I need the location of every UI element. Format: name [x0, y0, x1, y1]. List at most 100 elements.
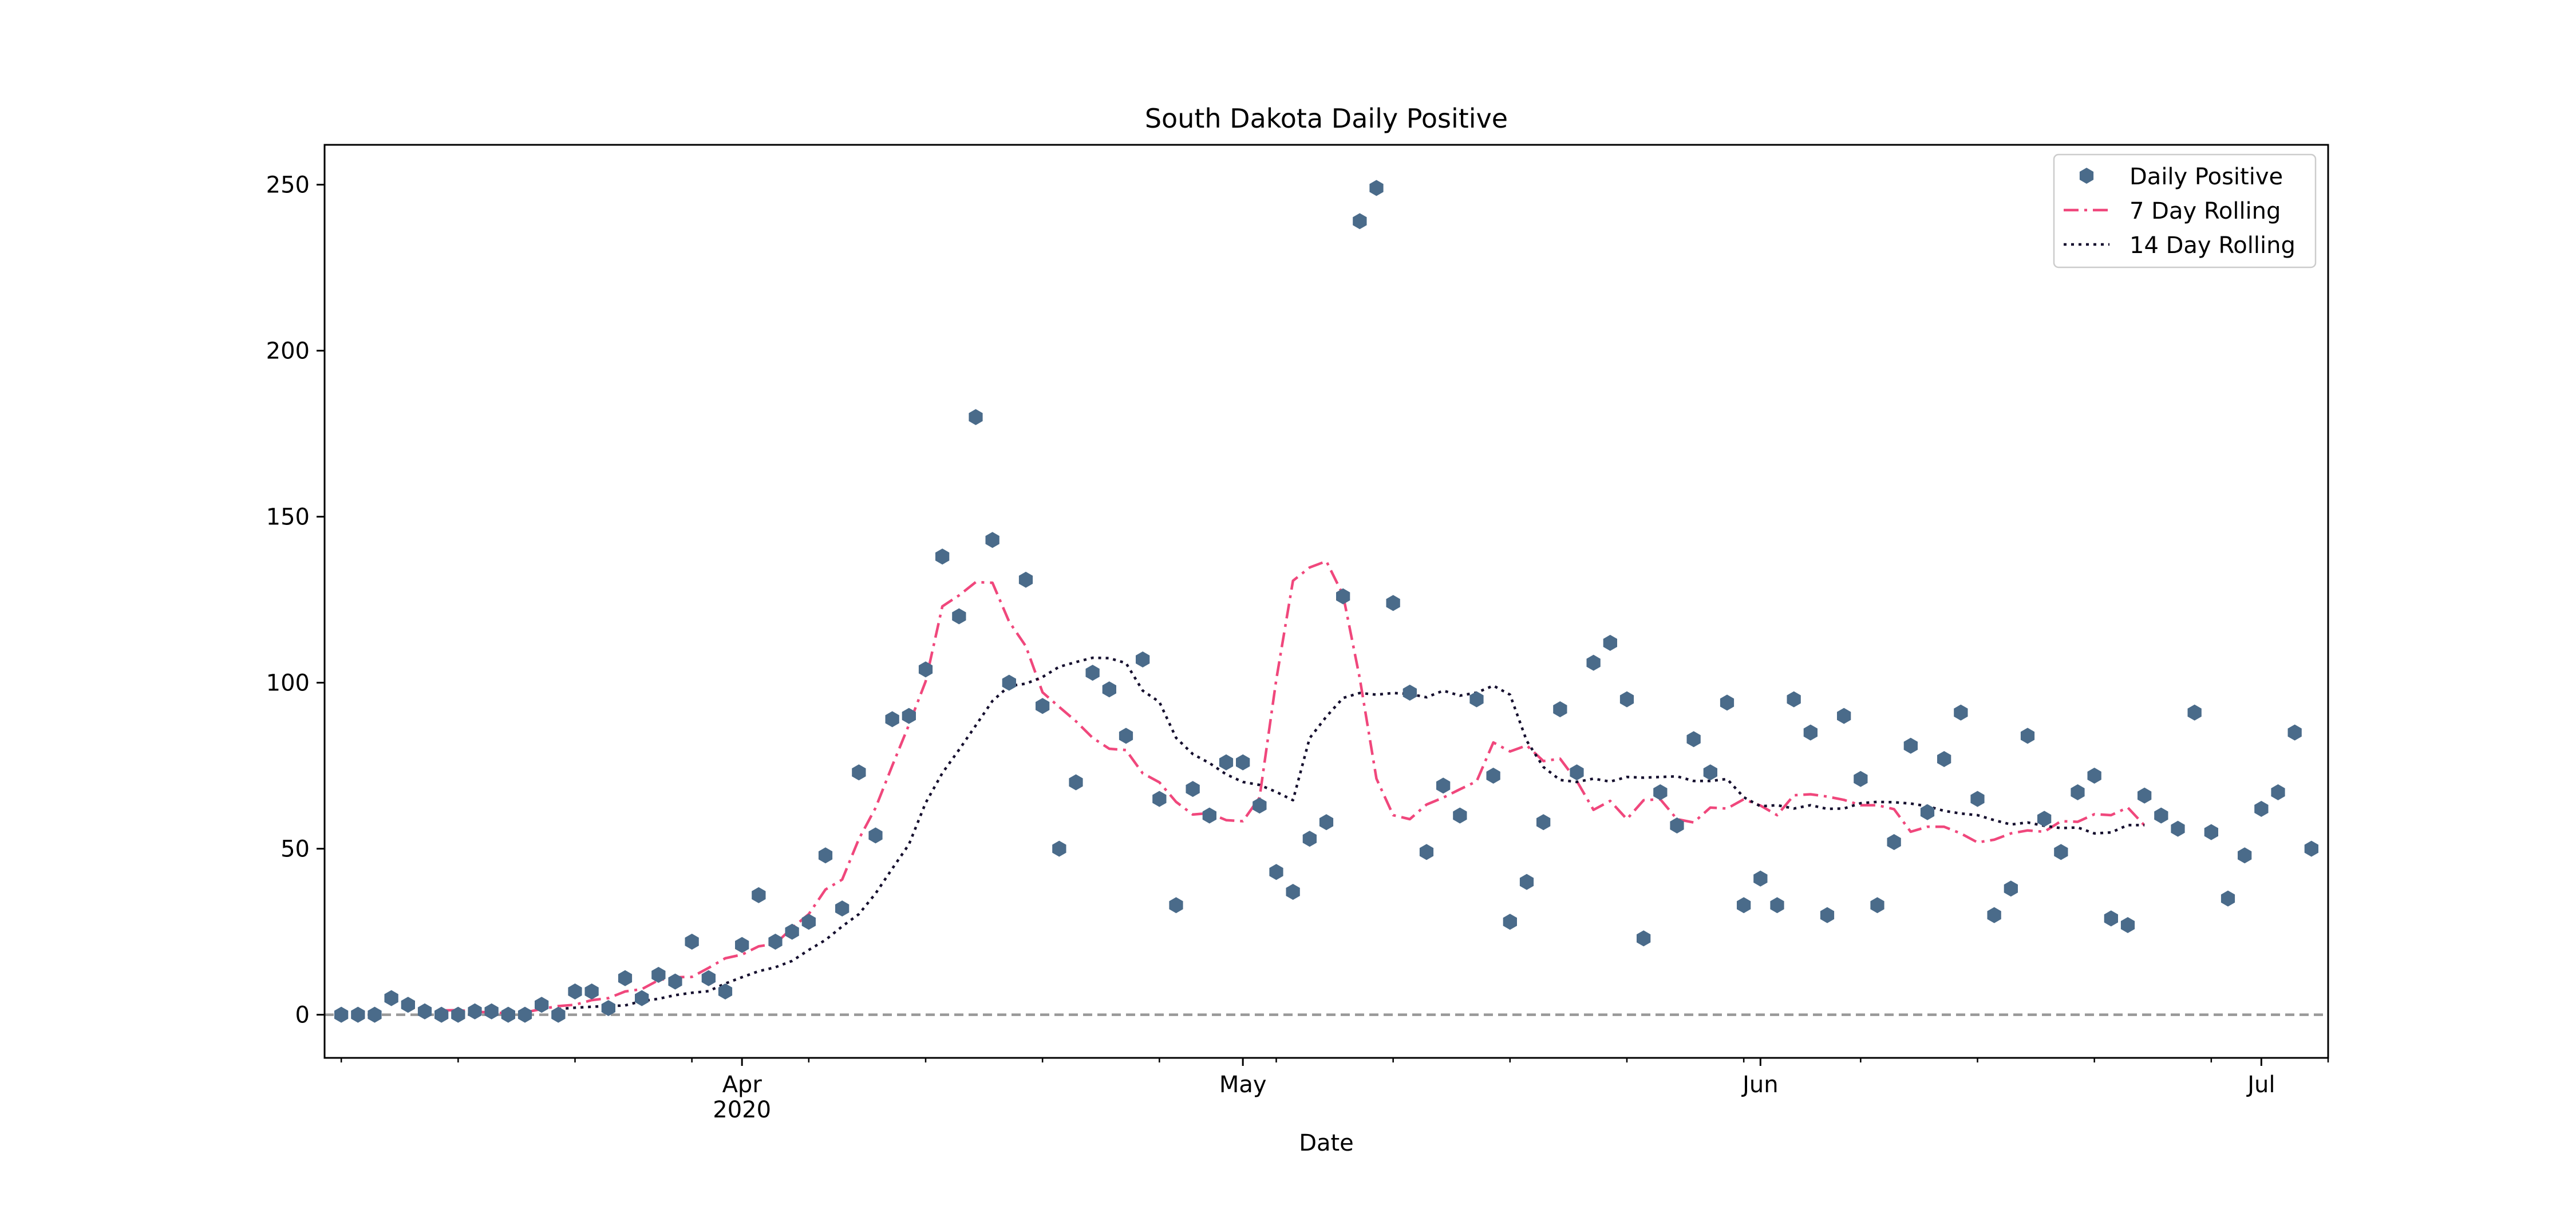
data-point [768, 934, 783, 950]
data-point [1803, 724, 1818, 741]
data-point [985, 532, 999, 548]
data-point [1219, 754, 1234, 771]
data-point [2238, 847, 2252, 864]
data-point [1720, 694, 1735, 711]
legend-label-daily-positive: Daily Positive [2129, 164, 2283, 190]
data-point [1637, 930, 1651, 947]
data-point [2154, 807, 2168, 824]
data-point [2004, 880, 2018, 897]
data-point [2304, 840, 2318, 857]
data-point [1870, 897, 1884, 914]
x-axis-label: Date [1299, 1130, 1354, 1156]
data-point [1069, 774, 1083, 791]
data-point [2271, 784, 2285, 800]
y-tick-label: 100 [266, 670, 310, 697]
data-point [1503, 914, 1517, 930]
data-point [1052, 840, 1066, 857]
data-point [1386, 595, 1400, 611]
data-point [2037, 811, 2052, 827]
data-point [752, 887, 766, 903]
data-point [1887, 834, 1901, 850]
data-point [1486, 768, 1500, 784]
data-point [2254, 801, 2269, 817]
data-point [1469, 691, 1484, 708]
data-point [2287, 724, 2302, 741]
data-point [1820, 907, 1835, 923]
data-point [1136, 651, 1150, 667]
legend-label-7-day-rolling: 7 Day Rolling [2129, 198, 2281, 224]
data-point [1954, 704, 1968, 721]
x-tick-sublabel: 2020 [713, 1097, 771, 1123]
legend-box [2053, 153, 2317, 268]
data-point [1018, 571, 1033, 588]
data-point [852, 764, 866, 781]
data-point [584, 983, 599, 999]
data-point [1703, 764, 1717, 781]
data-point [568, 983, 582, 999]
data-point [1102, 681, 1116, 698]
data-point [635, 990, 649, 1006]
data-point [434, 1006, 449, 1023]
data-point [701, 970, 716, 986]
y-tick-label: 0 [295, 1002, 310, 1029]
data-point [618, 970, 633, 986]
data-point [718, 983, 733, 999]
data-point [468, 1003, 482, 1020]
data-point [1903, 737, 1918, 754]
x-tick-label: Apr [722, 1072, 762, 1098]
data-point [1419, 844, 1434, 860]
series-lines [441, 560, 2146, 1015]
data-point [902, 708, 916, 724]
data-point [1737, 897, 1751, 914]
data-point [1553, 701, 1567, 717]
series-line-7-day-rolling [441, 560, 2146, 1015]
data-point [1937, 751, 1951, 767]
data-point [685, 934, 699, 950]
data-point [551, 1006, 566, 1023]
data-point [1670, 817, 1684, 833]
data-point [1253, 797, 1267, 814]
data-point [1519, 874, 1534, 890]
data-point [668, 973, 682, 990]
data-point [1319, 814, 1334, 831]
data-point [735, 937, 749, 953]
data-point [1837, 708, 1851, 724]
data-point [484, 1003, 499, 1020]
data-point [368, 1006, 382, 1023]
data-points [334, 180, 2318, 1023]
data-point [1353, 213, 1367, 230]
data-point [1119, 728, 1133, 744]
data-point [818, 847, 833, 864]
data-point [2054, 844, 2068, 860]
data-point [1169, 897, 1183, 914]
data-point [952, 608, 966, 625]
data-point [401, 997, 415, 1013]
data-point [1770, 897, 1784, 914]
data-point [1987, 907, 2001, 923]
plot-frame [323, 144, 2329, 1059]
data-point [1202, 807, 1216, 824]
legend-entry-7-day-rolling: 7 Day Rolling [2064, 198, 2281, 224]
data-point [1970, 791, 1985, 807]
data-point [1854, 771, 1868, 787]
data-point [351, 1006, 365, 1023]
data-point [1236, 754, 1250, 771]
data-point [1603, 635, 1617, 651]
data-point [801, 914, 816, 930]
x-tick-label: Jul [2246, 1072, 2275, 1098]
data-point [2071, 784, 2085, 800]
data-point [868, 827, 883, 844]
data-point [1152, 791, 1167, 807]
data-point [2187, 704, 2202, 721]
data-point [1686, 731, 1701, 748]
data-point [1920, 804, 1935, 820]
data-point [1269, 864, 1283, 880]
data-point [2204, 824, 2218, 840]
data-point [1570, 764, 1584, 781]
legend-label-14-day-rolling: 14 Day Rolling [2129, 232, 2296, 259]
data-point [969, 409, 983, 425]
data-point [1753, 870, 1768, 887]
